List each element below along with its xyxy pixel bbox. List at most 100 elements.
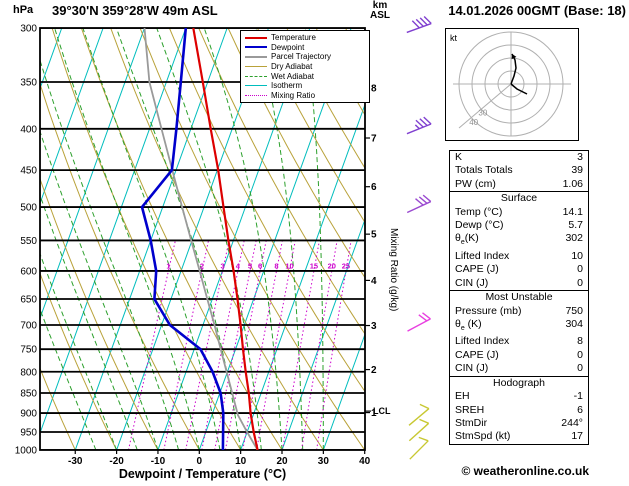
wind-barb: [406, 194, 432, 214]
pressure-tick-label: 850: [20, 389, 37, 400]
legend-line-sample: [245, 36, 267, 39]
index-row: θe(K) 302: [450, 232, 588, 250]
wind-barb: [408, 403, 430, 426]
isotherm-lines: [40, 28, 365, 450]
indices-table: K 3 Totals Totals 39 PW (cm) 1.06 Surface Temp …: [449, 150, 589, 445]
index-value: 750: [565, 304, 583, 317]
hodograph-ring: [458, 31, 564, 137]
index-label: θe (K): [455, 317, 482, 333]
index-row: CIN (J) 0: [450, 362, 588, 375]
svg-text:10: 10: [285, 261, 293, 270]
svg-text:8: 8: [274, 261, 278, 270]
pressure-tick-label: 900: [20, 409, 37, 420]
index-label: K: [455, 151, 463, 163]
temp-tick-label: 40: [359, 456, 371, 467]
index-row: CIN (J) 0: [450, 277, 588, 290]
section-header: Most Unstable: [485, 291, 553, 304]
index-value: 17: [571, 430, 583, 443]
hodograph-ring-label: 40: [469, 118, 478, 127]
km-tick-label: 7: [371, 134, 377, 145]
x-axis-title: Dewpoint / Temperature (°C): [118, 467, 287, 481]
index-row: Temp (°C) 14.1: [450, 206, 588, 219]
index-value: 0: [577, 348, 583, 361]
axis-labels: 3003504004505005506006507007508008509009…: [15, 24, 399, 468]
index-value: 3: [577, 151, 583, 163]
station-title: 39°30'N 359°28'W 49m ASL: [52, 3, 218, 18]
km-tick-label: 3: [371, 321, 377, 332]
index-label: EH: [455, 390, 470, 403]
svg-text:20: 20: [328, 261, 336, 270]
legend-line-sample: [245, 46, 267, 49]
km-tick-label: 1: [371, 408, 377, 419]
lcl-label: LCL: [373, 406, 391, 416]
index-label: Lifted Index: [455, 335, 510, 348]
index-row: Pressure (mb) 750: [450, 305, 588, 318]
pressure-tick-label: 450: [20, 166, 37, 177]
mixing-axis-title: Mixing Ratio (g/kg): [388, 228, 399, 311]
svg-text:6: 6: [258, 261, 262, 270]
index-label: Temp (°C): [455, 205, 503, 218]
index-label: CAPE (J): [455, 263, 499, 276]
legend-item: Wet Adiabat: [245, 71, 367, 81]
legend-label: Isotherm: [271, 81, 303, 91]
temperature-line: [192, 28, 259, 450]
hodograph-ring: [484, 57, 538, 111]
index-row: Dewp (°C) 5.7: [450, 219, 588, 232]
index-row: EH -1: [450, 390, 588, 403]
legend-item: Parcel Trajectory: [245, 52, 367, 62]
index-value: 302: [565, 232, 583, 245]
hodograph-ring: [471, 44, 551, 124]
indices-section: K 3 Totals Totals 39 PW (cm) 1.06: [449, 150, 589, 193]
index-label: StmSpd (kt): [455, 430, 511, 443]
index-row: CAPE (J) 0: [450, 263, 588, 276]
svg-text:2: 2: [200, 261, 204, 270]
index-label: CIN (J): [455, 276, 489, 289]
temp-tick-label: 30: [318, 456, 330, 467]
indices-section-hodograph: Hodograph EH -1 SREH 6 StmDir 244° StmSpd (kt) 1…: [449, 375, 589, 445]
pressure-axis-unit: hPa: [13, 4, 34, 16]
plot-frame: [39, 27, 366, 451]
index-label: Dewp (°C): [455, 219, 504, 232]
index-value: 39: [571, 164, 583, 177]
index-row: Lifted Index 10: [450, 250, 588, 263]
km-tick-label: 8: [371, 83, 377, 94]
sounding-curves: [140, 28, 259, 450]
altitude-axis-unit: km ASL: [366, 1, 394, 21]
index-value: 0: [577, 362, 583, 375]
wind-barb: [406, 15, 432, 34]
km-tick-label: 2: [371, 365, 377, 376]
pressure-tick-label: 550: [20, 236, 37, 247]
temp-tick-label: -30: [68, 456, 83, 467]
legend-line-sample: [245, 66, 267, 68]
index-row: StmSpd (kt) 17: [450, 430, 588, 443]
skewt-chart: 3003504004505005506006507007508008509009…: [15, 15, 432, 468]
wind-barb: [409, 436, 429, 460]
hodograph-trace-lower: [510, 83, 528, 95]
datetime-title: 14.01.2026 00GMT (Base: 18): [448, 3, 626, 18]
index-value: 8: [577, 335, 583, 348]
legend-item: Mixing Ratio: [245, 91, 367, 101]
index-label: SREH: [455, 403, 485, 416]
pressure-tick-label: 750: [20, 345, 37, 356]
pressure-tick-label: 800: [20, 367, 37, 378]
copyright: © weatheronline.co.uk: [461, 464, 589, 478]
pressure-tick-label: 400: [20, 124, 37, 135]
km-tick-label: 6: [371, 182, 377, 193]
pressure-tick-label: 350: [20, 78, 37, 89]
km-tick-label: 5: [371, 230, 377, 241]
temp-tick-label: 20: [276, 456, 288, 467]
index-row: CAPE (J) 0: [450, 349, 588, 362]
svg-text:3: 3: [221, 261, 225, 270]
pressure-tick-label: 1000: [15, 446, 38, 457]
altitude-unit-asl: ASL: [370, 10, 390, 21]
index-value: 0: [577, 276, 583, 289]
index-row: θe (K) 304: [450, 318, 588, 336]
index-label: θe(K): [455, 232, 479, 247]
wind-barb: [408, 418, 430, 442]
wind-barb: [407, 312, 431, 332]
dewpoint-line: [140, 28, 225, 450]
index-value: 10: [571, 249, 583, 262]
pressure-tick-label: 600: [20, 266, 37, 277]
